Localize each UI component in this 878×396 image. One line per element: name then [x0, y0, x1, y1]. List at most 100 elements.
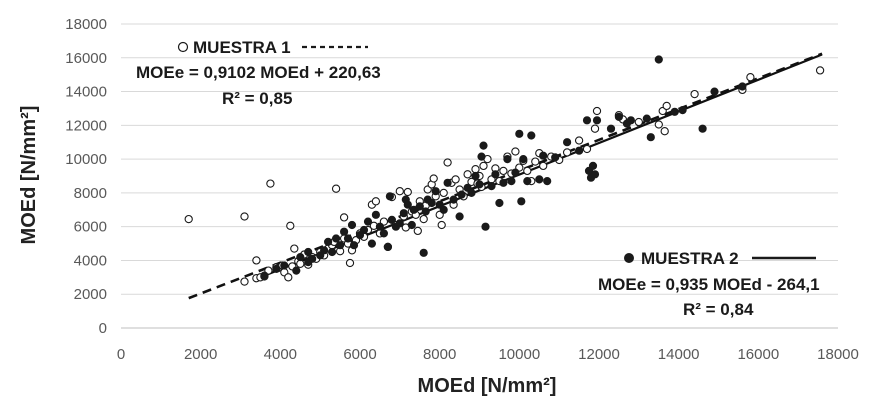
point-muestra-2: [343, 234, 353, 243]
point-muestra-2: [399, 209, 408, 218]
x-tick-label: 18000: [817, 346, 859, 363]
y-tick-label: 12000: [65, 117, 107, 134]
point-muestra-2: [349, 241, 359, 250]
point-muestra-2: [272, 264, 281, 273]
point-muestra-2: [363, 217, 373, 226]
point-muestra-2: [419, 248, 428, 257]
point-muestra-1: [437, 220, 446, 230]
y-axis-title: MOEd [N/mm²]: [18, 106, 40, 245]
point-muestra-1: [590, 124, 600, 133]
point-muestra-1: [296, 259, 305, 268]
point-muestra-1: [746, 73, 755, 82]
point-muestra-1: [240, 277, 249, 286]
x-tick-label: 14000: [658, 346, 700, 363]
point-muestra-2: [507, 177, 516, 186]
y-tick-label: 16000: [65, 50, 107, 67]
point-muestra-2: [415, 202, 424, 211]
point-muestra-1: [451, 175, 460, 184]
point-muestra-2: [477, 152, 486, 161]
legend-marker-muestra-1: [177, 41, 189, 53]
point-muestra-2: [479, 141, 488, 150]
point-muestra-1: [252, 256, 261, 265]
x-axis-title: MOEd [N/mm²]: [418, 375, 557, 396]
point-muestra-1: [574, 136, 584, 145]
point-muestra-1: [471, 165, 480, 174]
point-muestra-1: [284, 273, 293, 282]
point-muestra-2: [336, 241, 345, 250]
legend-label-muestra-2: MUESTRA 2: [641, 249, 739, 268]
point-muestra-2: [551, 153, 560, 162]
data-points: [184, 55, 825, 286]
point-muestra-2: [487, 182, 496, 191]
point-muestra-2: [539, 151, 548, 160]
point-muestra-2: [563, 138, 572, 147]
point-muestra-2: [535, 175, 544, 184]
point-muestra-2: [443, 178, 452, 187]
point-muestra-2: [395, 219, 404, 228]
equation-muestra-1: MOEe = 0,9102 MOEd + 220,63: [136, 63, 381, 82]
point-muestra-2: [385, 192, 394, 201]
x-tick-label: 4000: [264, 346, 297, 363]
point-muestra-2: [515, 129, 524, 138]
trendline-muestra-1: [188, 52, 823, 300]
point-muestra-2: [517, 197, 526, 206]
point-muestra-1: [395, 187, 404, 196]
point-muestra-1: [403, 187, 412, 197]
point-muestra-2: [582, 116, 592, 125]
point-muestra-2: [407, 220, 416, 230]
point-muestra-1: [266, 179, 275, 188]
point-muestra-1: [654, 120, 663, 129]
point-muestra-2: [575, 146, 584, 155]
point-muestra-1: [592, 106, 602, 116]
point-muestra-2: [455, 212, 464, 221]
point-muestra-2: [503, 155, 512, 164]
point-muestra-1: [439, 188, 448, 198]
point-muestra-2: [379, 229, 388, 238]
y-tick-label: 8000: [74, 185, 107, 202]
point-muestra-2: [260, 271, 269, 280]
point-muestra-2: [481, 222, 490, 231]
point-muestra-2: [475, 180, 484, 189]
point-muestra-2: [626, 116, 636, 125]
point-muestra-1: [690, 89, 699, 99]
point-muestra-1: [815, 66, 825, 75]
point-muestra-1: [523, 166, 532, 176]
point-muestra-2: [491, 170, 500, 179]
point-muestra-2: [324, 237, 333, 246]
point-muestra-2: [527, 131, 536, 140]
point-muestra-1: [371, 197, 381, 206]
point-muestra-1: [539, 161, 548, 171]
point-muestra-2: [296, 253, 305, 262]
point-muestra-2: [710, 87, 719, 96]
point-muestra-2: [367, 239, 376, 248]
point-muestra-2: [403, 200, 412, 209]
point-muestra-2: [427, 198, 436, 208]
point-muestra-2: [606, 124, 616, 133]
point-muestra-2: [308, 254, 317, 263]
point-muestra-2: [738, 82, 747, 91]
point-muestra-1: [562, 148, 572, 157]
point-muestra-2: [471, 171, 480, 181]
point-muestra-1: [499, 166, 508, 176]
point-muestra-2: [511, 168, 520, 177]
y-tick-label: 2000: [74, 286, 107, 303]
point-muestra-1: [662, 101, 671, 111]
point-muestra-1: [345, 258, 355, 268]
y-tick-label: 18000: [65, 16, 107, 33]
y-tick-label: 0: [99, 320, 107, 337]
point-muestra-1: [184, 214, 193, 224]
point-muestra-2: [292, 266, 301, 275]
point-muestra-2: [467, 188, 476, 197]
legend-muestra-2: MUESTRA 2 MOEe = 0,935 MOEd - 264,1 R² =…: [598, 249, 820, 319]
point-muestra-2: [320, 246, 329, 255]
point-muestra-2: [543, 177, 552, 186]
point-muestra-1: [463, 170, 472, 179]
point-muestra-2: [431, 187, 440, 196]
y-tick-label: 4000: [74, 252, 107, 269]
point-muestra-2: [457, 190, 466, 199]
x-tick-label: 12000: [578, 346, 620, 363]
y-tick-label: 14000: [65, 84, 107, 101]
point-muestra-2: [523, 177, 532, 186]
point-muestra-1: [582, 144, 592, 154]
point-muestra-2: [304, 247, 313, 257]
